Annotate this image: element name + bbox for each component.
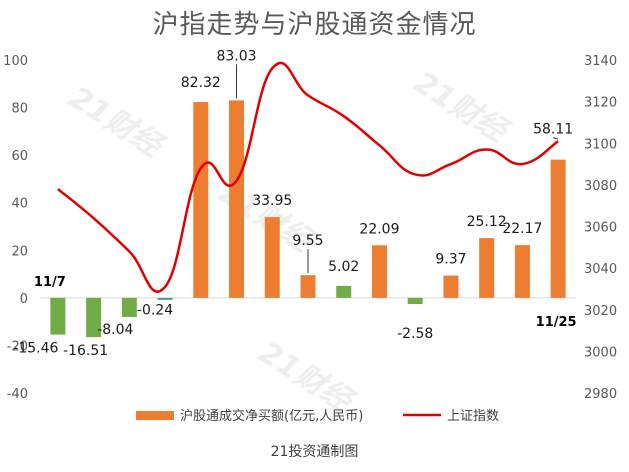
left-tick-label: 80: [11, 102, 28, 117]
bar-data-label: 33.95: [252, 193, 292, 209]
bar: [371, 245, 387, 298]
bar: [157, 297, 173, 300]
legend-bar-label: 沪股通成交净买额(亿元,人民币): [180, 408, 363, 424]
bar-data-label: -0.24: [137, 302, 173, 318]
bar-series: [50, 100, 566, 338]
bar-data-label: 83.03: [216, 48, 256, 64]
bar: [264, 217, 280, 298]
watermark-text: 21财经: [408, 65, 516, 151]
bar: [336, 285, 352, 298]
right-tick-label: 3100: [584, 137, 617, 152]
bar-data-label: -2.58: [397, 326, 433, 342]
right-tick-label: 3060: [584, 221, 617, 236]
label-leaders: [236, 64, 559, 274]
bar: [550, 159, 566, 298]
date-annotation: 11/7: [34, 275, 66, 290]
bar-data-label: -15.46: [13, 341, 58, 357]
date-annotation: 11/25: [536, 315, 577, 330]
right-tick-label: 3040: [584, 262, 617, 277]
watermark-text: 21财经: [253, 335, 361, 421]
left-tick-label: 20: [11, 244, 28, 259]
bar-data-label: -8.04: [97, 322, 133, 338]
left-tick-label: -20: [7, 339, 28, 354]
bar: [514, 245, 530, 298]
bar: [229, 100, 245, 298]
bar-data-label: 5.02: [328, 259, 359, 275]
bar: [479, 238, 495, 298]
source-note: 21投资通制图: [270, 444, 359, 460]
bar: [121, 297, 137, 317]
bar: [300, 275, 316, 298]
bar-data-label: 25.12: [467, 214, 507, 230]
bar-data-label: 82.32: [181, 75, 221, 91]
legend-bar-swatch: [136, 411, 174, 420]
bar: [86, 297, 102, 338]
right-tick-label: 2980: [584, 387, 617, 402]
data-labels: -15.46 -16.51 -8.04-0.24 82.32 83.03 33.95 9.5…: [13, 48, 573, 359]
bar: [193, 102, 209, 298]
label-leader-line: [552, 137, 559, 140]
legend: 沪股通成交净买额(亿元,人民币) 上证指数: [136, 408, 499, 424]
left-tick-label: 100: [3, 54, 28, 69]
left-axis: 100 80 60 40 20 0 -20 -40: [3, 54, 28, 402]
chart-title: 沪指走势与沪股通资金情况: [152, 10, 477, 40]
annotations: 11/7 11/25: [34, 275, 577, 330]
index-line: [57, 61, 559, 293]
bar-data-label: 58.11: [533, 122, 573, 138]
right-axis: 3140 3120 3100 3080 3060 3040 3020 3000 2980: [584, 54, 617, 402]
bar: [443, 275, 459, 298]
bar-data-label: 9.55: [292, 233, 323, 249]
right-tick-label: 3080: [584, 179, 617, 194]
left-tick-label: 0: [20, 292, 28, 307]
bar-data-label: 22.09: [359, 221, 399, 237]
bar-data-label: 9.37: [435, 252, 466, 268]
right-tick-label: 3020: [584, 304, 617, 319]
bar: [50, 297, 66, 335]
legend-line-label: 上证指数: [447, 409, 499, 424]
bar: [407, 297, 423, 304]
right-tick-label: 3140: [584, 54, 617, 69]
left-tick-label: 60: [11, 149, 28, 164]
watermark-text: 21财经: [63, 80, 171, 166]
bar-data-label: 22.17: [502, 221, 542, 237]
left-tick-label: 40: [11, 197, 28, 212]
bar-data-label: -16.51: [63, 343, 108, 359]
left-tick-label: -40: [7, 387, 28, 402]
right-tick-label: 3120: [584, 96, 617, 111]
right-tick-label: 3000: [584, 345, 617, 360]
